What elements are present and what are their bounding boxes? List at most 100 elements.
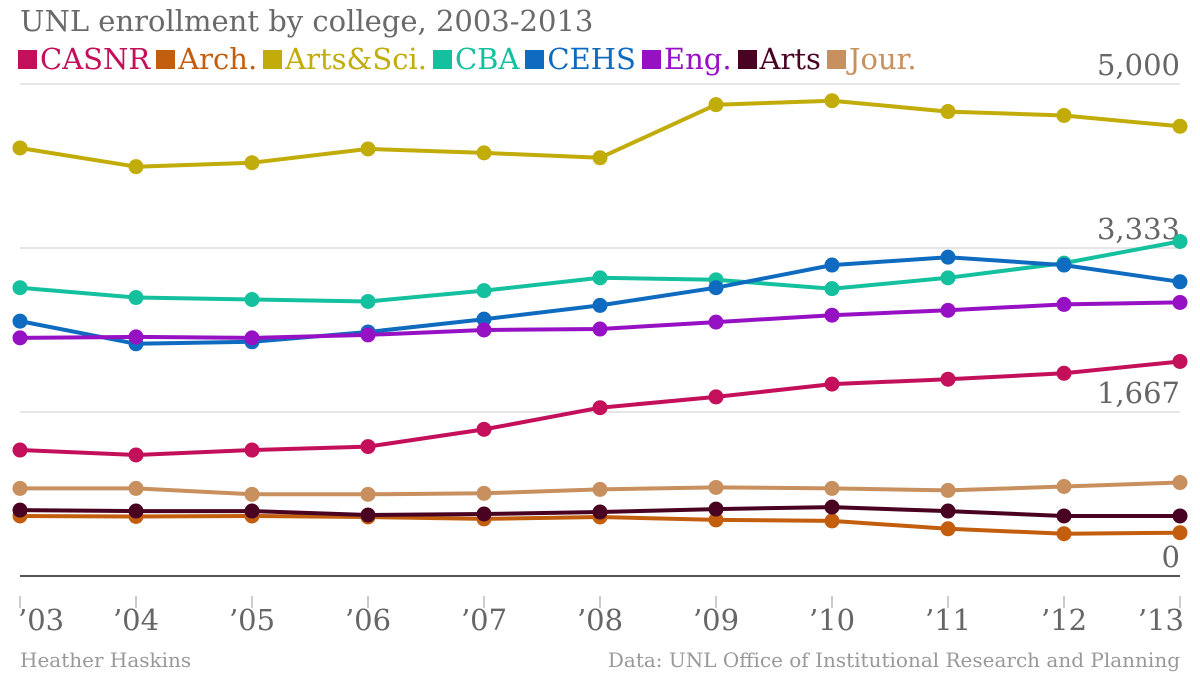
- data-point: [1056, 107, 1072, 123]
- data-point: [708, 280, 724, 296]
- legend-item: Arts&Sci.: [263, 42, 427, 76]
- legend-item: CEHS: [525, 42, 636, 76]
- data-point: [12, 502, 28, 518]
- data-point: [940, 482, 956, 498]
- data-point: [360, 327, 376, 343]
- data-point: [1056, 478, 1072, 494]
- data-point: [476, 283, 492, 299]
- legend-swatch: [826, 49, 846, 69]
- data-point: [592, 270, 608, 286]
- data-point: [128, 503, 144, 519]
- chart-title: UNL enrollment by college, 2003-2013: [20, 4, 594, 38]
- data-point: [592, 504, 608, 520]
- legend-item: CASNR: [18, 42, 150, 76]
- data-point: [940, 302, 956, 318]
- legend-swatch: [263, 49, 283, 69]
- data-point: [824, 376, 840, 392]
- credit-text: Heather Haskins: [20, 648, 192, 672]
- data-point: [708, 389, 724, 405]
- data-point: [940, 249, 956, 265]
- data-point: [592, 150, 608, 166]
- data-point: [12, 140, 28, 156]
- y-tick-label: 0: [1162, 540, 1180, 574]
- data-point: [476, 311, 492, 327]
- data-point: [592, 321, 608, 337]
- data-point: [824, 93, 840, 109]
- legend-label: Arts: [759, 42, 821, 76]
- legend-label: CBA: [454, 42, 520, 76]
- data-point: [360, 439, 376, 455]
- data-point: [360, 486, 376, 502]
- x-tick-label: ’13: [1138, 603, 1184, 637]
- data-point: [824, 281, 840, 297]
- data-point: [708, 314, 724, 330]
- legend-swatch: [18, 49, 37, 69]
- data-point: [128, 447, 144, 463]
- x-tick-label: ’09: [693, 603, 739, 637]
- data-point: [824, 307, 840, 323]
- data-point: [12, 280, 28, 296]
- data-point: [824, 499, 840, 515]
- data-point: [128, 480, 144, 496]
- data-point: [476, 145, 492, 161]
- x-tick-label: ’07: [461, 603, 507, 637]
- legend-label: Jour.: [848, 42, 917, 76]
- data-point: [244, 330, 260, 346]
- data-point: [244, 486, 260, 502]
- data-point: [824, 257, 840, 273]
- data-point: [824, 480, 840, 496]
- x-tick-label: ’03: [18, 603, 64, 637]
- data-point: [360, 141, 376, 157]
- data-point: [1172, 475, 1188, 491]
- y-tick-label: 5,000: [1097, 48, 1180, 82]
- y-tick-label: 1,667: [1097, 376, 1180, 410]
- legend-item: Arts: [737, 42, 821, 76]
- data-point: [12, 442, 28, 458]
- data-point: [244, 503, 260, 519]
- data-point: [940, 104, 956, 120]
- legend-label: CASNR: [40, 42, 151, 76]
- data-point: [244, 155, 260, 171]
- x-tick-label: ’04: [113, 603, 159, 637]
- data-point: [1172, 525, 1188, 541]
- legend-label: CEHS: [547, 42, 636, 76]
- data-point: [940, 371, 956, 387]
- data-point: [1172, 508, 1188, 524]
- data-point: [1056, 296, 1072, 312]
- data-point: [940, 503, 956, 519]
- legend-swatch: [156, 49, 176, 69]
- legend-label: Arts&Sci.: [285, 42, 427, 76]
- x-tick-label: ’12: [1041, 603, 1087, 637]
- data-point: [360, 507, 376, 523]
- data-point: [708, 501, 724, 517]
- data-point: [708, 97, 724, 113]
- x-tick-label: ’08: [577, 603, 623, 637]
- legend-label: Eng.: [663, 42, 732, 76]
- data-point: [476, 485, 492, 501]
- data-point: [940, 521, 956, 537]
- data-point: [1172, 353, 1188, 369]
- data-point: [12, 330, 28, 346]
- legend-item: Eng.: [641, 42, 732, 76]
- data-point: [128, 290, 144, 306]
- data-point: [1172, 118, 1188, 134]
- data-point: [592, 481, 608, 497]
- data-point: [244, 442, 260, 458]
- data-point: [708, 512, 724, 528]
- legend-item: CBA: [432, 42, 520, 76]
- data-point: [592, 297, 608, 313]
- x-tick-label: ’10: [809, 603, 855, 637]
- y-tick-label: 3,333: [1097, 212, 1180, 246]
- data-point: [360, 293, 376, 309]
- data-point: [1056, 365, 1072, 381]
- x-tick-label: ’06: [345, 603, 391, 637]
- legend-label: Arch.: [178, 42, 258, 76]
- data-point: [708, 479, 724, 495]
- legend-swatch: [641, 49, 661, 69]
- data-point: [1172, 274, 1188, 290]
- data-point: [476, 421, 492, 437]
- data-point: [1172, 294, 1188, 310]
- data-point: [12, 480, 28, 496]
- data-point: [1056, 508, 1072, 524]
